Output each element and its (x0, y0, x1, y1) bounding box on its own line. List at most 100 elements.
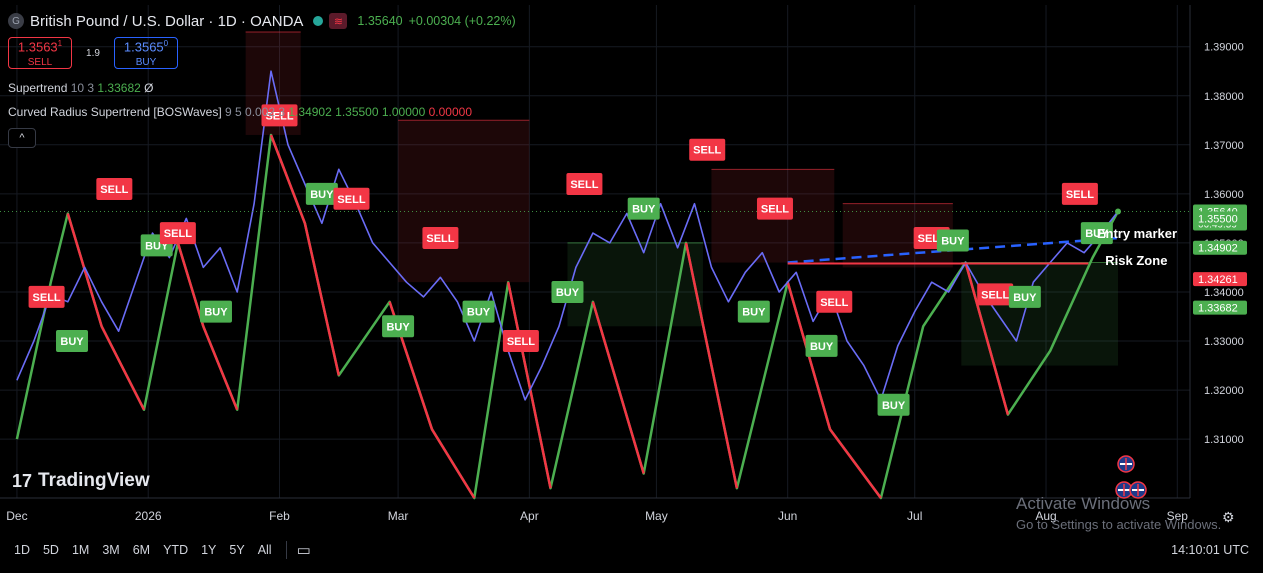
chart-header: G British Pound / U.S. Dollar · 1D · OAN… (8, 10, 516, 32)
signal-label: BUY (1085, 228, 1109, 240)
tradingview-logo-text: TradingView (38, 470, 150, 491)
signal-label: SELL (337, 194, 365, 206)
sell-signal-marker[interactable] (422, 227, 459, 250)
signal-label: BUY (467, 307, 491, 319)
market-open-dot-icon (313, 16, 324, 26)
timeframe-5y-button[interactable]: 5Y (229, 543, 245, 557)
price-axis-label-text: 1.34902 (1198, 243, 1238, 255)
indicator-curved-radius-supertrend[interactable]: Curved Radius Supertrend [BOSWaves] 9 5 … (8, 105, 472, 119)
y-tick-label: 1.31000 (1204, 434, 1244, 446)
timeframe-6m-button[interactable]: 6M (132, 543, 151, 557)
buy-signal-marker[interactable] (551, 280, 584, 303)
symbol-title[interactable]: British Pound / U.S. Dollar · 1D · OANDA (30, 12, 304, 30)
indicator-name: Curved Radius Supertrend [BOSWaves] (8, 105, 222, 119)
x-tick-label: Dec (6, 509, 27, 523)
bearish-curve-segment (269, 134, 307, 224)
bottom-toolbar: 1D 5D 1M 3M 6M YTD 1Y 5Y All ▭ 14:10:01 … (0, 536, 1263, 564)
bearish-curve-segment (100, 325, 146, 411)
last-price-dot (1115, 208, 1122, 215)
sell-price: 1.3563 (17, 39, 58, 55)
timeframe-all-button[interactable]: All (257, 543, 272, 557)
symbol-logo-icon[interactable]: G (8, 13, 24, 29)
signal-label: SELL (1066, 189, 1094, 201)
timeframe-3m-button[interactable]: 3M (102, 543, 120, 557)
sell-signal-marker[interactable] (977, 283, 1014, 306)
buy-price-sup: 0 (163, 39, 169, 49)
buy-signal-marker[interactable] (305, 182, 338, 205)
buy-signal-marker[interactable] (1008, 285, 1041, 308)
trend-band (961, 262, 1119, 366)
x-tick-label: Jul (907, 509, 922, 523)
x-tick-label: Aug (1035, 509, 1056, 523)
timeframe-1d-button[interactable]: 1D (14, 543, 30, 557)
sell-signal-marker[interactable] (261, 104, 298, 127)
signal-label: BUY (941, 235, 965, 247)
bearish-curve-segment (202, 325, 239, 411)
x-tick-label: Feb (269, 509, 290, 523)
buy-signal-marker[interactable] (877, 393, 910, 416)
signal-label: SELL (761, 204, 789, 216)
bearish-curve-segment (66, 213, 103, 327)
bearish-curve-segment (430, 428, 476, 499)
x-tick-label: Mar (388, 509, 409, 523)
indicator-value: 0.00000 (428, 105, 472, 119)
price-axis-label (1193, 272, 1247, 287)
sell-signal-marker[interactable] (816, 290, 853, 313)
buy-signal-marker[interactable] (737, 300, 770, 323)
sell-signal-marker[interactable] (333, 187, 370, 210)
tradingview-logo: 17 TradingView (12, 470, 150, 492)
buy-signal-marker[interactable] (55, 330, 88, 353)
signal-label: SELL (693, 145, 721, 157)
signal-label: BUY (1013, 292, 1037, 304)
signal-label: SELL (426, 233, 454, 245)
price-axis-label-text: 1.35500 (1198, 213, 1238, 225)
buy-label: BUY (135, 56, 157, 68)
collapse-indicators-button[interactable]: ^ (8, 128, 36, 148)
bearish-curve-segment (303, 223, 341, 376)
timeframe-5d-button[interactable]: 5D (42, 543, 59, 557)
bearish-curve-segment (591, 301, 645, 474)
sell-signal-marker[interactable] (502, 330, 539, 353)
buy-signal-marker[interactable] (627, 197, 660, 220)
buy-signal-marker[interactable] (805, 334, 838, 357)
tradingview-mark-icon: 17 (12, 470, 33, 491)
indicator-supertrend[interactable]: Supertrend 10 3 1.33682 Ø (8, 81, 154, 95)
indicator-value: 1.35500 (335, 105, 379, 119)
signal-label: SELL (507, 336, 535, 348)
buy-signal-marker[interactable] (936, 229, 969, 252)
windows-activation-watermark: Activate Windows Go to Settings to activ… (1016, 494, 1221, 532)
x-tick-label: May (645, 509, 668, 523)
signal-label: BUY (556, 287, 580, 299)
x-tick-label: 2026 (135, 509, 162, 523)
sell-signal-marker[interactable] (96, 177, 133, 200)
timeframe-ytd-button[interactable]: YTD (163, 543, 189, 557)
sell-signal-marker[interactable] (159, 222, 196, 245)
calendar-range-icon[interactable]: ▭ (296, 542, 311, 559)
timeframe-1y-button[interactable]: 1Y (201, 543, 217, 557)
wave-icon[interactable]: ≋ (329, 13, 348, 29)
timeframe-1m-button[interactable]: 1M (71, 543, 90, 557)
utc-clock[interactable]: 14:10:01 UTC (1171, 543, 1249, 557)
trade-panel: 1.35631 SELL 1.9 1.35650 BUY (8, 37, 178, 69)
chart-annotation: Risk Zone (1105, 253, 1167, 268)
buy-button[interactable]: 1.35650 BUY (114, 37, 178, 69)
sell-signal-marker[interactable] (689, 138, 726, 161)
sell-button[interactable]: 1.35631 SELL (8, 37, 72, 69)
sell-signal-marker[interactable] (756, 197, 793, 220)
signal-label: BUY (810, 341, 834, 353)
buy-signal-marker[interactable] (462, 300, 495, 323)
sell-signal-marker[interactable] (566, 173, 603, 196)
buy-signal-marker[interactable] (1080, 222, 1113, 245)
bearish-curve-segment (829, 428, 882, 499)
sell-signal-marker[interactable] (1061, 182, 1098, 205)
bearish-curve-segment (506, 281, 552, 489)
indicator-value: Ø (144, 81, 154, 95)
signal-label: BUY (310, 189, 334, 201)
buy-signal-marker[interactable] (382, 315, 415, 338)
sell-label: SELL (27, 56, 53, 68)
buy-signal-marker[interactable] (199, 300, 232, 323)
buy-price: 1.3565 (123, 39, 164, 55)
sell-signal-marker[interactable] (28, 285, 65, 308)
gear-icon[interactable]: ⚙ (1222, 509, 1235, 525)
